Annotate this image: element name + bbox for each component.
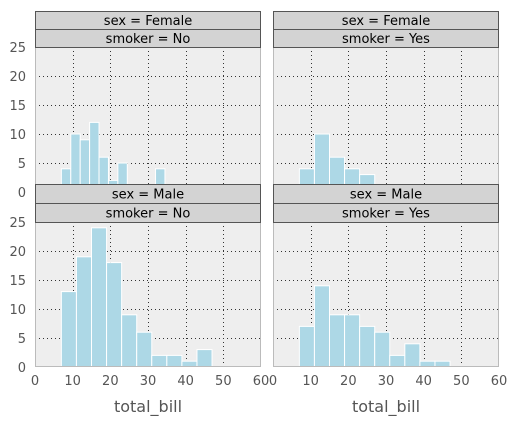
x-tick-label: 60 — [491, 374, 508, 389]
facet-strips-1: sex = Female smoker = No — [35, 11, 261, 48]
x-tick-label: 10 — [302, 374, 319, 389]
facet-strips-4: sex = Male smoker = Yes — [273, 184, 499, 223]
x-tick-label: 0 — [269, 374, 277, 389]
x-axis-label: total_bill — [352, 397, 420, 417]
x-axis-label: total_bill — [114, 397, 182, 417]
histogram-bar — [359, 325, 376, 368]
strip-header — [273, 29, 499, 48]
strip-bottom-label: smoker = No — [106, 32, 191, 47]
x-tick-label: 60 — [253, 374, 270, 389]
histogram-bar — [196, 349, 213, 368]
y-tick-label: 20 — [9, 70, 26, 85]
histogram-bar — [91, 227, 108, 368]
strip-top-label: sex = Female — [342, 14, 430, 29]
histogram-bar — [313, 133, 330, 193]
y-tick-label: 10 — [9, 303, 26, 318]
histogram-bar — [389, 354, 406, 368]
y-tick-label: 25 — [9, 216, 26, 231]
facet-panel-2 — [273, 47, 499, 193]
strip-top-label: sex = Male — [112, 188, 184, 203]
x-tick-label: 40 — [177, 374, 194, 389]
histogram-bar — [151, 354, 168, 368]
histogram-bar — [313, 285, 330, 368]
histogram-bar — [60, 291, 77, 368]
histogram-bar — [404, 343, 421, 368]
y-tick-label: 15 — [9, 274, 26, 289]
x-tick-label: 20 — [102, 374, 119, 389]
facet-strips-3: sex = Male smoker = No — [35, 184, 261, 223]
strip-bottom-label: smoker = Yes — [342, 32, 430, 47]
histogram-bar — [344, 314, 361, 368]
strip-bottom-label: smoker = No — [106, 207, 191, 222]
facet-panel-4 — [273, 222, 499, 368]
y-tick-label: 5 — [18, 332, 26, 347]
histogram-bar — [70, 133, 81, 193]
histogram-bar — [329, 314, 346, 368]
y-tick-label: 15 — [9, 99, 26, 114]
strip-top-label: sex = Female — [104, 14, 192, 29]
x-tick-label: 50 — [215, 374, 232, 389]
histogram-bar — [75, 256, 93, 368]
y-tick-label: 10 — [9, 128, 26, 143]
y-tick-label: 5 — [18, 157, 26, 172]
histogram-bar — [166, 354, 183, 368]
facet-strips-2: sex = Female smoker = Yes — [273, 11, 499, 48]
x-tick-label: 30 — [140, 374, 157, 389]
facet-panel-3 — [35, 222, 261, 368]
x-tick-label: 10 — [64, 374, 81, 389]
x-tick-label: 50 — [453, 374, 470, 389]
x-tick-label: 30 — [378, 374, 395, 389]
histogram-bar — [106, 262, 123, 368]
y-tick-label: 25 — [9, 41, 26, 56]
y-tick-label: 0 — [18, 361, 26, 376]
strip-header — [35, 203, 261, 223]
strip-bottom-label: smoker = Yes — [342, 207, 430, 222]
histogram-bar — [298, 325, 315, 368]
y-tick-label: 20 — [9, 245, 26, 260]
histogram-bar — [136, 331, 153, 368]
strip-header — [273, 203, 499, 223]
y-tick-label: 0 — [18, 186, 26, 201]
histogram-bar — [121, 314, 138, 368]
x-tick-label: 40 — [415, 374, 432, 389]
facet-panel-1 — [35, 47, 261, 193]
x-tick-label: 0 — [31, 374, 39, 389]
histogram-bar — [374, 331, 391, 368]
strip-top-label: sex = Male — [350, 188, 422, 203]
x-tick-label: 20 — [340, 374, 357, 389]
histogram-bar — [89, 121, 100, 193]
strip-header — [35, 29, 261, 48]
